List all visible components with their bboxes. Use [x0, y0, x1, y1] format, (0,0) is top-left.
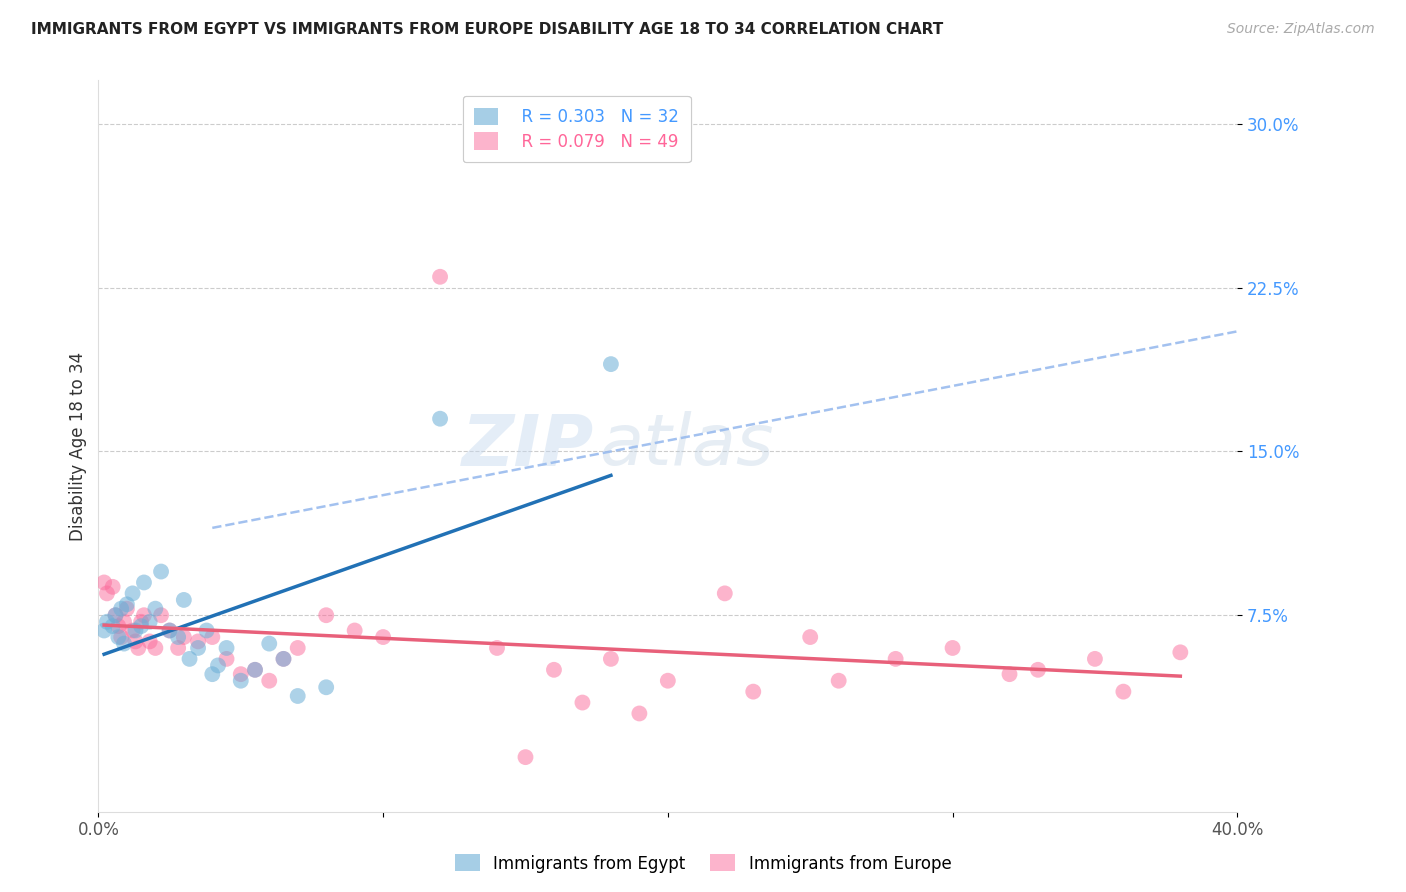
Point — [110, 630, 132, 644]
Point — [159, 624, 181, 638]
Text: atlas: atlas — [599, 411, 775, 481]
Point — [259, 637, 281, 651]
Text: ZIP: ZIP — [461, 411, 593, 481]
Point — [884, 652, 907, 666]
Point — [124, 624, 146, 638]
Point — [259, 673, 281, 688]
Point — [150, 608, 173, 623]
Point — [101, 619, 124, 633]
Point — [287, 689, 309, 703]
Point — [121, 624, 143, 638]
Point — [229, 673, 252, 688]
Point — [159, 624, 181, 638]
Point — [243, 663, 266, 677]
Point — [93, 575, 115, 590]
Point — [273, 652, 295, 666]
Point — [104, 608, 127, 623]
Point — [107, 630, 129, 644]
Point — [145, 601, 167, 615]
Point — [132, 575, 155, 590]
Point — [229, 667, 252, 681]
Point — [96, 586, 118, 600]
Point — [115, 601, 138, 615]
Point — [600, 652, 623, 666]
Point — [343, 624, 366, 638]
Text: IMMIGRANTS FROM EGYPT VS IMMIGRANTS FROM EUROPE DISABILITY AGE 18 TO 34 CORRELAT: IMMIGRANTS FROM EGYPT VS IMMIGRANTS FROM… — [31, 22, 943, 37]
Point — [1112, 684, 1135, 698]
Point — [315, 680, 337, 694]
Point — [201, 630, 224, 644]
Point — [96, 615, 118, 629]
Point — [138, 615, 160, 629]
Point — [243, 663, 266, 677]
Point — [215, 640, 238, 655]
Point — [138, 634, 160, 648]
Point — [173, 630, 195, 644]
Point — [179, 652, 201, 666]
Point — [628, 706, 651, 721]
Point — [124, 634, 146, 648]
Point — [657, 673, 679, 688]
Point — [515, 750, 537, 764]
Point — [104, 608, 127, 623]
Point — [429, 269, 451, 284]
Point — [150, 565, 173, 579]
Point — [373, 630, 395, 644]
Point — [129, 615, 152, 629]
Point — [1170, 645, 1192, 659]
Point — [571, 696, 593, 710]
Point — [129, 619, 152, 633]
Point — [187, 640, 209, 655]
Point — [145, 640, 167, 655]
Point — [187, 634, 209, 648]
Legend:   R = 0.303   N = 32,   R = 0.079   N = 49: R = 0.303 N = 32, R = 0.079 N = 49 — [463, 96, 690, 162]
Point — [742, 684, 765, 698]
Point — [132, 608, 155, 623]
Point — [127, 640, 149, 655]
Legend: Immigrants from Egypt, Immigrants from Europe: Immigrants from Egypt, Immigrants from E… — [449, 847, 957, 880]
Point — [998, 667, 1021, 681]
Point — [1084, 652, 1107, 666]
Point — [273, 652, 295, 666]
Point — [121, 586, 143, 600]
Point — [201, 667, 224, 681]
Y-axis label: Disability Age 18 to 34: Disability Age 18 to 34 — [69, 351, 87, 541]
Point — [115, 597, 138, 611]
Point — [315, 608, 337, 623]
Point — [215, 652, 238, 666]
Point — [112, 637, 135, 651]
Point — [207, 658, 229, 673]
Point — [1026, 663, 1049, 677]
Point — [195, 624, 218, 638]
Point — [543, 663, 565, 677]
Point — [101, 580, 124, 594]
Point — [167, 640, 190, 655]
Point — [429, 411, 451, 425]
Point — [287, 640, 309, 655]
Point — [93, 624, 115, 638]
Point — [107, 619, 129, 633]
Point — [486, 640, 509, 655]
Point — [173, 593, 195, 607]
Point — [600, 357, 623, 371]
Point — [714, 586, 737, 600]
Text: Source: ZipAtlas.com: Source: ZipAtlas.com — [1227, 22, 1375, 37]
Point — [167, 630, 190, 644]
Point — [799, 630, 821, 644]
Point — [828, 673, 851, 688]
Point — [112, 615, 135, 629]
Point — [942, 640, 965, 655]
Point — [110, 601, 132, 615]
